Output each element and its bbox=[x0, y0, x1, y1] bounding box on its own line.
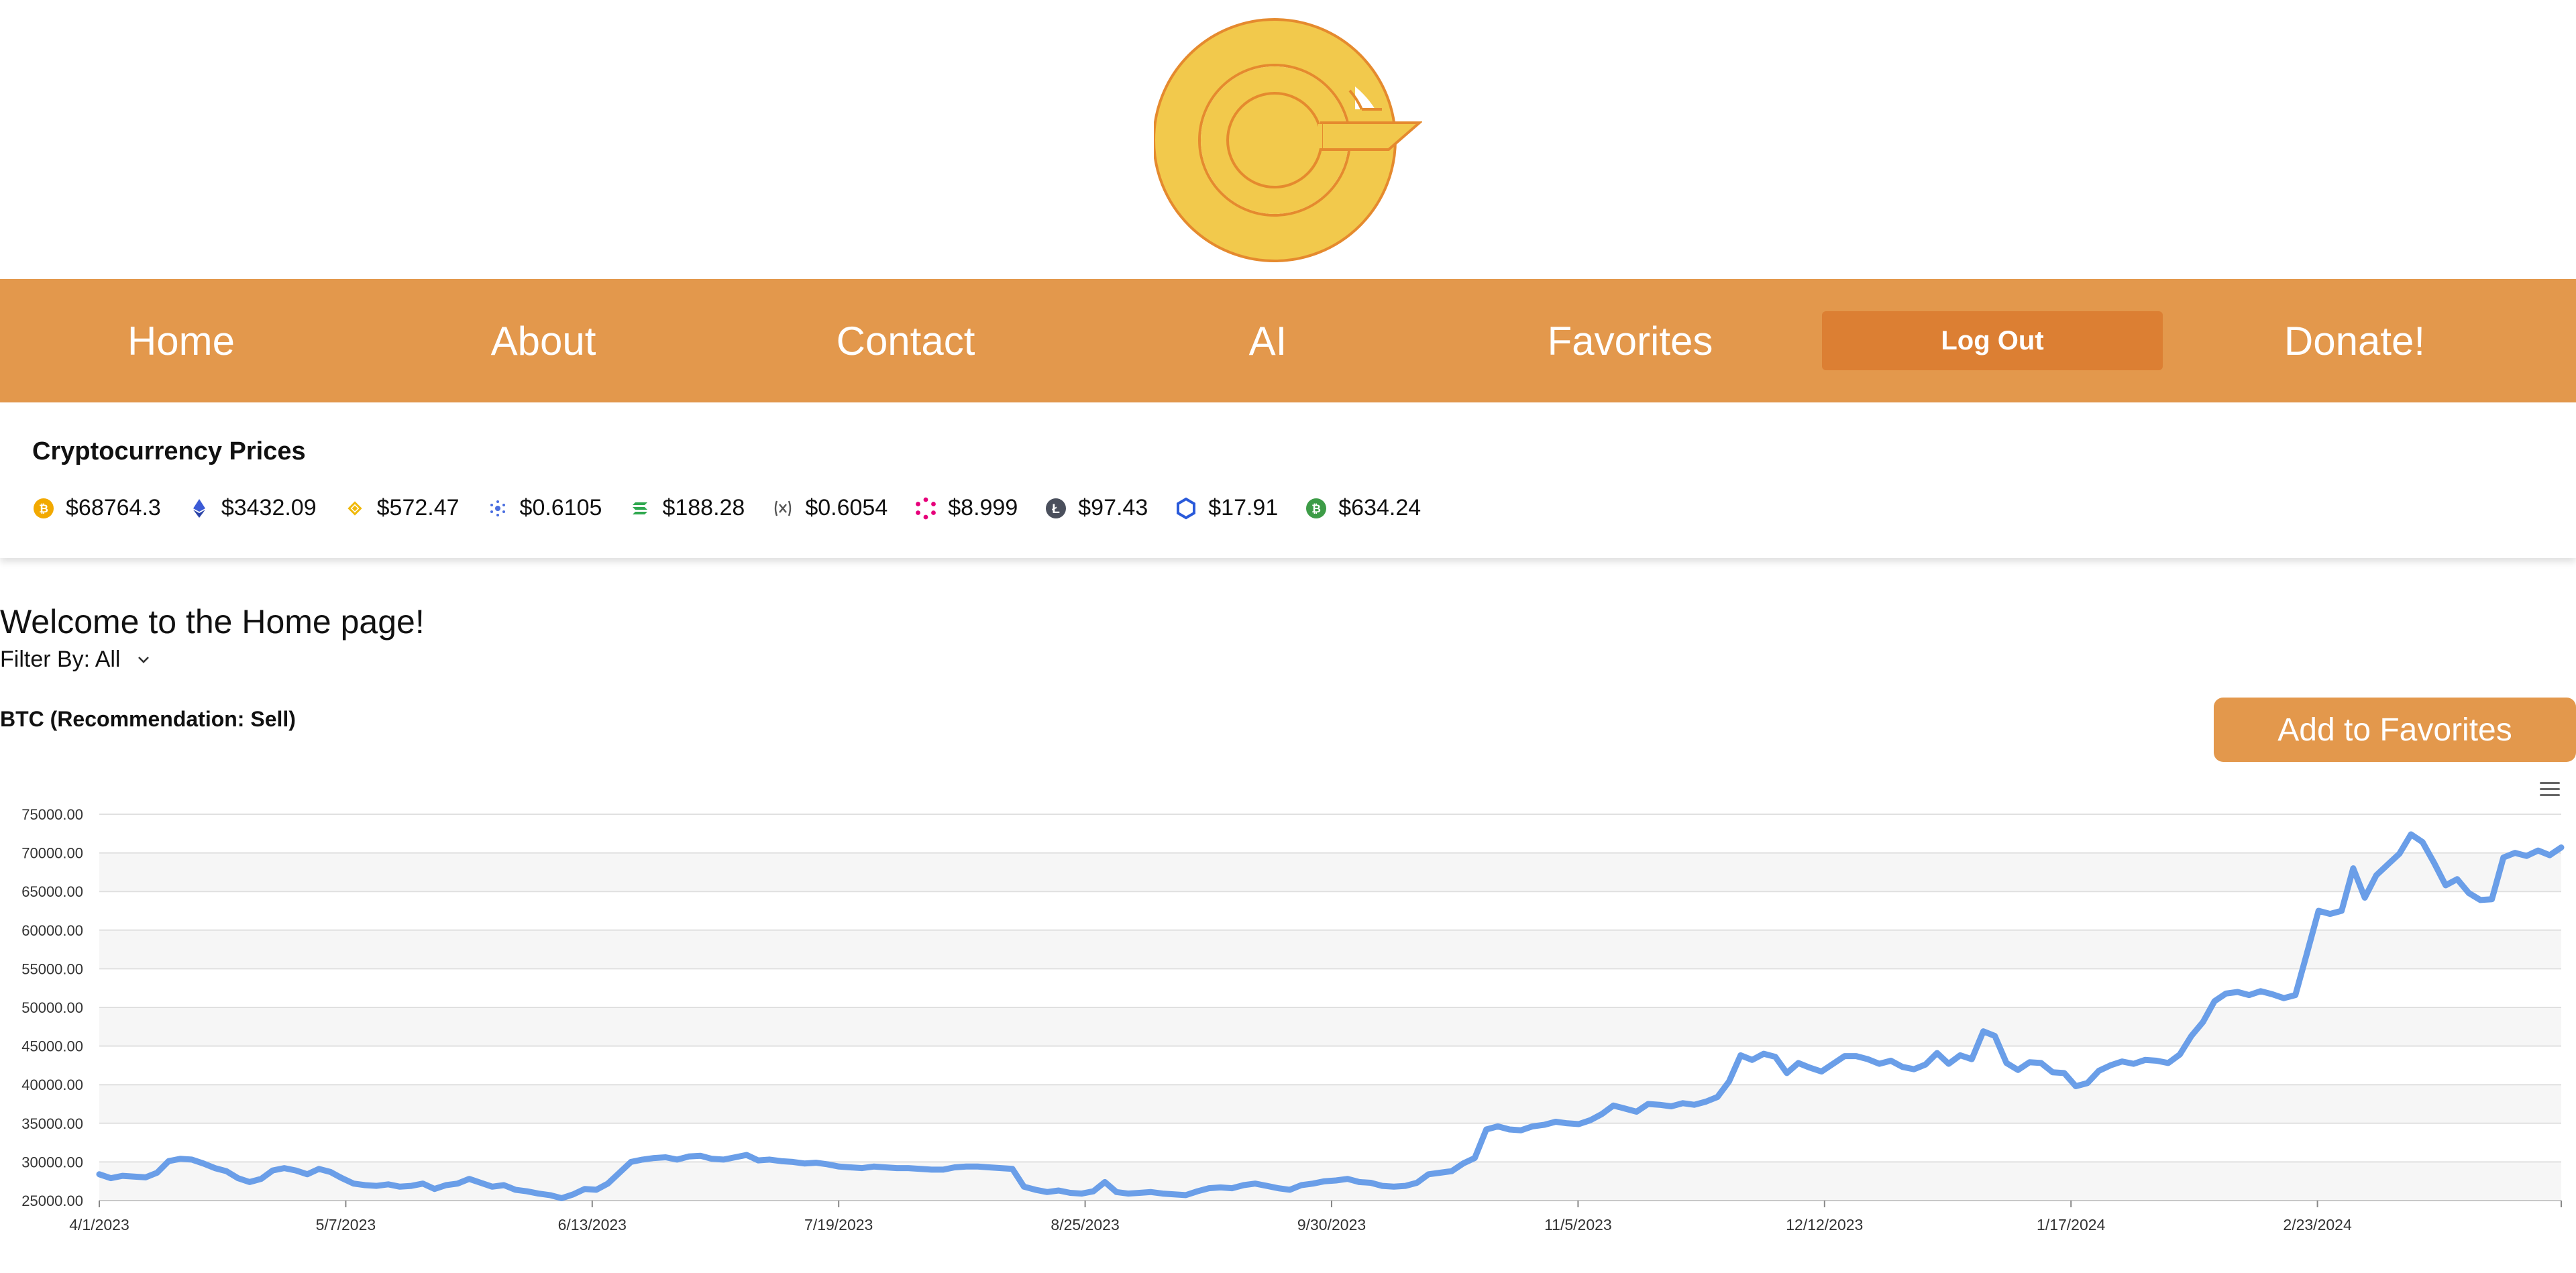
y-tick-label: 55000.00 bbox=[21, 960, 83, 977]
x-tick-label: 9/30/2023 bbox=[1297, 1216, 1366, 1233]
btc-price-chart: 25000.00 30000.00 35000.00 40000.00 45000.00… bbox=[21, 806, 2565, 1233]
coin-item: $188.28 bbox=[629, 495, 745, 521]
welcome-heading: Welcome to the Home page! bbox=[0, 603, 425, 641]
bitcoin-icon: ₿ bbox=[32, 497, 55, 520]
svg-text:Ł: Ł bbox=[1052, 502, 1060, 516]
y-tick-label: 70000.00 bbox=[21, 845, 83, 862]
y-tick-label: 30000.00 bbox=[21, 1154, 83, 1170]
nav-home[interactable]: Home bbox=[127, 318, 235, 364]
x-tick-label: 12/12/2023 bbox=[1786, 1216, 1863, 1233]
nav-about[interactable]: About bbox=[490, 318, 596, 364]
btc-price-line bbox=[96, 831, 2565, 1201]
x-tick-label: 1/17/2024 bbox=[2037, 1216, 2106, 1233]
logout-wrap: Log Out bbox=[1811, 279, 2174, 402]
coin-item: $8.999 bbox=[914, 495, 1018, 521]
solana-icon bbox=[629, 497, 651, 520]
main-navbar: Home About Contact AI Favorites Log Out … bbox=[0, 279, 2576, 402]
coin-item: Ł $97.43 bbox=[1044, 495, 1148, 521]
xrp-icon bbox=[771, 497, 794, 520]
x-tick-label: 11/5/2023 bbox=[1544, 1216, 1612, 1233]
chart-heading: BTC (Recommendation: Sell) bbox=[0, 707, 296, 731]
coin-item: ₿ $68764.3 bbox=[32, 495, 161, 521]
y-tick-label: 40000.00 bbox=[21, 1076, 83, 1093]
y-tick-label: 50000.00 bbox=[21, 999, 83, 1016]
grid-band bbox=[99, 1085, 2561, 1123]
grid-band bbox=[99, 930, 2561, 969]
coin-price: $0.6105 bbox=[519, 495, 602, 520]
grid-band bbox=[99, 1007, 2561, 1046]
y-tick-label: 65000.00 bbox=[21, 883, 83, 900]
coin-item: ₿ $634.24 bbox=[1305, 495, 1421, 521]
cardano-icon bbox=[486, 497, 509, 520]
coin-price: $3432.09 bbox=[221, 495, 317, 520]
y-tick-label: 25000.00 bbox=[21, 1193, 83, 1209]
x-tick-label: 2/23/2024 bbox=[2283, 1216, 2352, 1233]
nav-favorites[interactable]: Favorites bbox=[1547, 318, 1713, 364]
coin-item: $572.47 bbox=[343, 495, 460, 521]
y-tick-label: 60000.00 bbox=[21, 922, 83, 939]
bitcoin-cash-icon: ₿ bbox=[1305, 497, 1328, 520]
coin-price: $0.6054 bbox=[805, 495, 888, 520]
coin-price: $572.47 bbox=[376, 495, 460, 520]
crypto-ticker: Cryptocurrency Prices ₿ $68764.3 $3432.0… bbox=[0, 402, 2576, 558]
coin-price: $8.999 bbox=[948, 495, 1018, 520]
coin-logo-icon bbox=[1154, 18, 1422, 262]
chainlink-icon bbox=[1175, 497, 1197, 520]
filter-dropdown[interactable]: Filter By: All bbox=[0, 647, 152, 673]
logout-button[interactable]: Log Out bbox=[1822, 311, 2163, 370]
coin-price: $634.24 bbox=[1338, 495, 1421, 520]
chart-menu-icon[interactable] bbox=[2540, 782, 2560, 798]
y-tick-label: 75000.00 bbox=[21, 806, 83, 823]
coin-price: $68764.3 bbox=[66, 495, 161, 520]
x-tick-label: 6/13/2023 bbox=[558, 1216, 627, 1233]
nav-ai[interactable]: AI bbox=[1248, 318, 1287, 364]
x-tick-label: 5/7/2023 bbox=[316, 1216, 376, 1233]
coin-price: $17.91 bbox=[1208, 495, 1279, 520]
add-to-favorites-button[interactable]: Add to Favorites bbox=[2214, 698, 2576, 762]
coin-item: $17.91 bbox=[1175, 495, 1278, 521]
coin-item: $3432.09 bbox=[188, 495, 317, 521]
ticker-row: ₿ $68764.3 $3432.09 $572.47 $0.6105 bbox=[32, 495, 1448, 521]
y-tick-label: 35000.00 bbox=[21, 1115, 83, 1132]
x-tick-label: 7/19/2023 bbox=[804, 1216, 873, 1233]
grid-band bbox=[99, 852, 2561, 892]
ticker-title: Cryptocurrency Prices bbox=[32, 437, 306, 465]
y-tick-label: 45000.00 bbox=[21, 1038, 83, 1055]
coin-price: $188.28 bbox=[662, 495, 745, 520]
bnb-icon bbox=[343, 497, 366, 520]
polkadot-icon bbox=[914, 497, 937, 520]
svg-text:₿: ₿ bbox=[1311, 502, 1321, 515]
coin-item: $0.6105 bbox=[486, 495, 602, 521]
chevron-down-icon bbox=[138, 656, 150, 663]
nav-contact[interactable]: Contact bbox=[836, 318, 975, 364]
filter-label: Filter By: All bbox=[0, 647, 121, 672]
nav-donate[interactable]: Donate! bbox=[2284, 318, 2426, 364]
x-tick-label: 4/1/2023 bbox=[69, 1216, 129, 1233]
x-tick-label: 8/25/2023 bbox=[1051, 1216, 1119, 1233]
site-logo[interactable] bbox=[0, 0, 2576, 279]
ethereum-icon bbox=[188, 497, 211, 520]
coin-item: $0.6054 bbox=[771, 495, 888, 521]
coin-price: $97.43 bbox=[1078, 495, 1148, 520]
litecoin-icon: Ł bbox=[1044, 497, 1067, 520]
svg-text:₿: ₿ bbox=[39, 502, 48, 515]
